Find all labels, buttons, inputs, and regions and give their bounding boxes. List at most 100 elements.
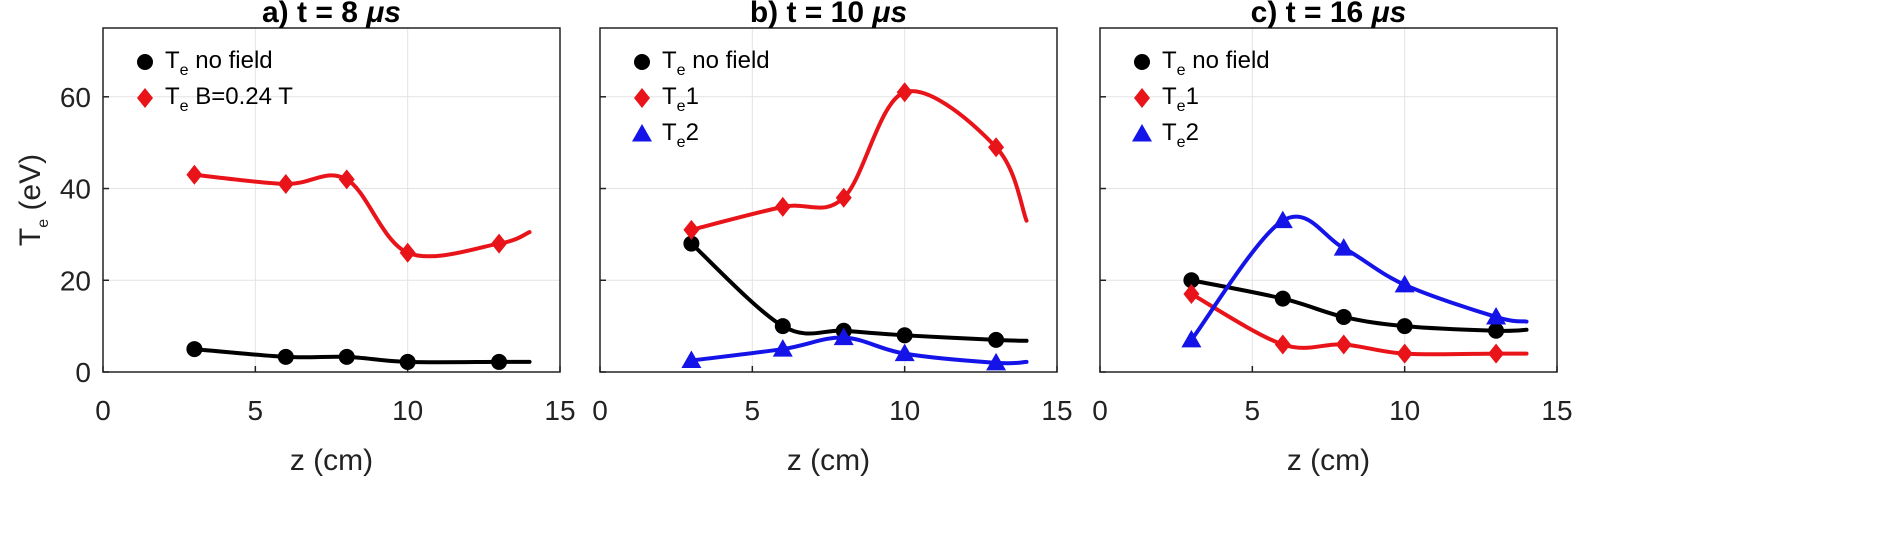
panel-1: 0 5 10 15 0 20 40 60 Te (eV) z (cm) a) t = 8 μs Te … <box>14 0 576 477</box>
data-point <box>894 343 915 362</box>
legend-label: Te2 <box>1162 119 1199 151</box>
data-point <box>896 327 913 344</box>
legend-label: Te2 <box>662 119 699 151</box>
data-point <box>896 82 913 103</box>
series-line <box>192 347 532 365</box>
plot-frame <box>1099 27 1558 373</box>
x-tick-label: 15 <box>1541 395 1572 426</box>
data-point <box>988 137 1005 158</box>
data-point <box>835 187 852 208</box>
data-point <box>338 348 355 365</box>
legend-marker <box>137 54 153 70</box>
x-axis-label: z (cm) <box>787 444 870 477</box>
data-point <box>833 327 854 346</box>
data-point <box>774 196 791 217</box>
data-point <box>1396 343 1413 364</box>
data-point <box>186 164 203 185</box>
data-point <box>186 341 203 358</box>
y-axis-label: Te (eV) <box>14 154 52 246</box>
data-point <box>491 233 508 254</box>
data-point <box>1333 238 1354 256</box>
data-point <box>399 242 416 263</box>
series-te1 <box>1183 284 1529 364</box>
data-point <box>1335 334 1352 355</box>
series-te-no-field <box>683 235 1029 348</box>
data-point <box>491 353 508 370</box>
data-point <box>772 339 793 357</box>
data-point <box>399 353 416 370</box>
data-point <box>1486 306 1507 325</box>
data-point <box>338 169 355 190</box>
series-te-b-0-24-t <box>186 164 532 263</box>
data-point <box>1274 290 1291 307</box>
series-te1 <box>683 82 1029 240</box>
y-tick-label: 40 <box>60 174 91 205</box>
legend-marker <box>1134 54 1150 70</box>
x-tick-label: 15 <box>544 395 575 426</box>
data-point <box>774 318 791 335</box>
x-tick-label: 15 <box>1041 395 1072 426</box>
legend-entry: Te2 <box>1132 119 1199 151</box>
data-point <box>681 350 702 369</box>
legend-marker <box>632 124 652 142</box>
legend-label: Te no field <box>1162 47 1270 79</box>
x-tick-label: 10 <box>1389 395 1420 426</box>
x-axis-label: z (cm) <box>290 444 373 477</box>
legend-label: Te no field <box>165 47 273 79</box>
legend-entry: Te1 <box>634 83 699 115</box>
data-point <box>1488 343 1505 364</box>
y-tick-label: 0 <box>75 357 91 388</box>
series-te-no-field <box>186 341 532 370</box>
legend-marker <box>634 88 650 108</box>
data-point <box>988 331 1005 348</box>
legend-entry: Te no field <box>1134 47 1270 79</box>
legend-label: Te no field <box>662 47 770 79</box>
x-tick-label: 10 <box>392 395 423 426</box>
data-point <box>683 219 700 240</box>
x-tick-label: 0 <box>592 395 608 426</box>
x-tick-label: 5 <box>745 395 761 426</box>
y-tick-label: 20 <box>60 265 91 296</box>
panel-title: b) t = 10 μs <box>750 0 907 29</box>
plot-frame <box>599 27 1058 373</box>
x-tick-label: 0 <box>95 395 111 426</box>
data-point <box>986 352 1007 371</box>
legend-entry: Te2 <box>632 119 699 151</box>
x-tick-label: 5 <box>1245 395 1261 426</box>
panel-title: c) t = 16 μs <box>1251 0 1407 29</box>
data-point <box>1274 334 1291 355</box>
series-line <box>689 335 1029 366</box>
data-point <box>277 173 294 194</box>
data-point <box>1183 272 1200 289</box>
data-point <box>1488 322 1505 339</box>
legend-marker <box>634 54 650 70</box>
data-point <box>1394 274 1415 293</box>
series-te2 <box>681 327 1029 371</box>
data-point <box>1335 308 1352 325</box>
plot-frame <box>102 27 561 373</box>
x-tick-label: 5 <box>248 395 264 426</box>
legend-marker <box>137 88 153 108</box>
legend-label: Te1 <box>662 83 699 115</box>
legend-entry: Te1 <box>1134 83 1199 115</box>
x-axis-label: z (cm) <box>1287 444 1370 477</box>
data-point <box>1183 284 1200 305</box>
data-point <box>683 235 700 252</box>
data-point <box>1272 210 1293 229</box>
data-point <box>1181 329 1202 348</box>
legend-label: Te B=0.24 T <box>165 83 293 115</box>
x-tick-label: 10 <box>889 395 920 426</box>
legend-entry: Te no field <box>634 47 770 79</box>
series-te2 <box>1181 210 1529 348</box>
data-point <box>1396 318 1413 335</box>
x-tick-label: 0 <box>1092 395 1108 426</box>
legend-label: Te1 <box>1162 83 1199 115</box>
y-tick-label: 60 <box>60 82 91 113</box>
series-line <box>192 172 532 259</box>
legend-entry: Te B=0.24 T <box>137 83 293 115</box>
data-point <box>277 348 294 365</box>
panel-2: 0 5 10 15 z (cm) b) t = 10 μs Te no field Te1 Te… <box>592 0 1072 477</box>
series-line <box>689 89 1029 232</box>
series-line <box>689 241 1029 343</box>
